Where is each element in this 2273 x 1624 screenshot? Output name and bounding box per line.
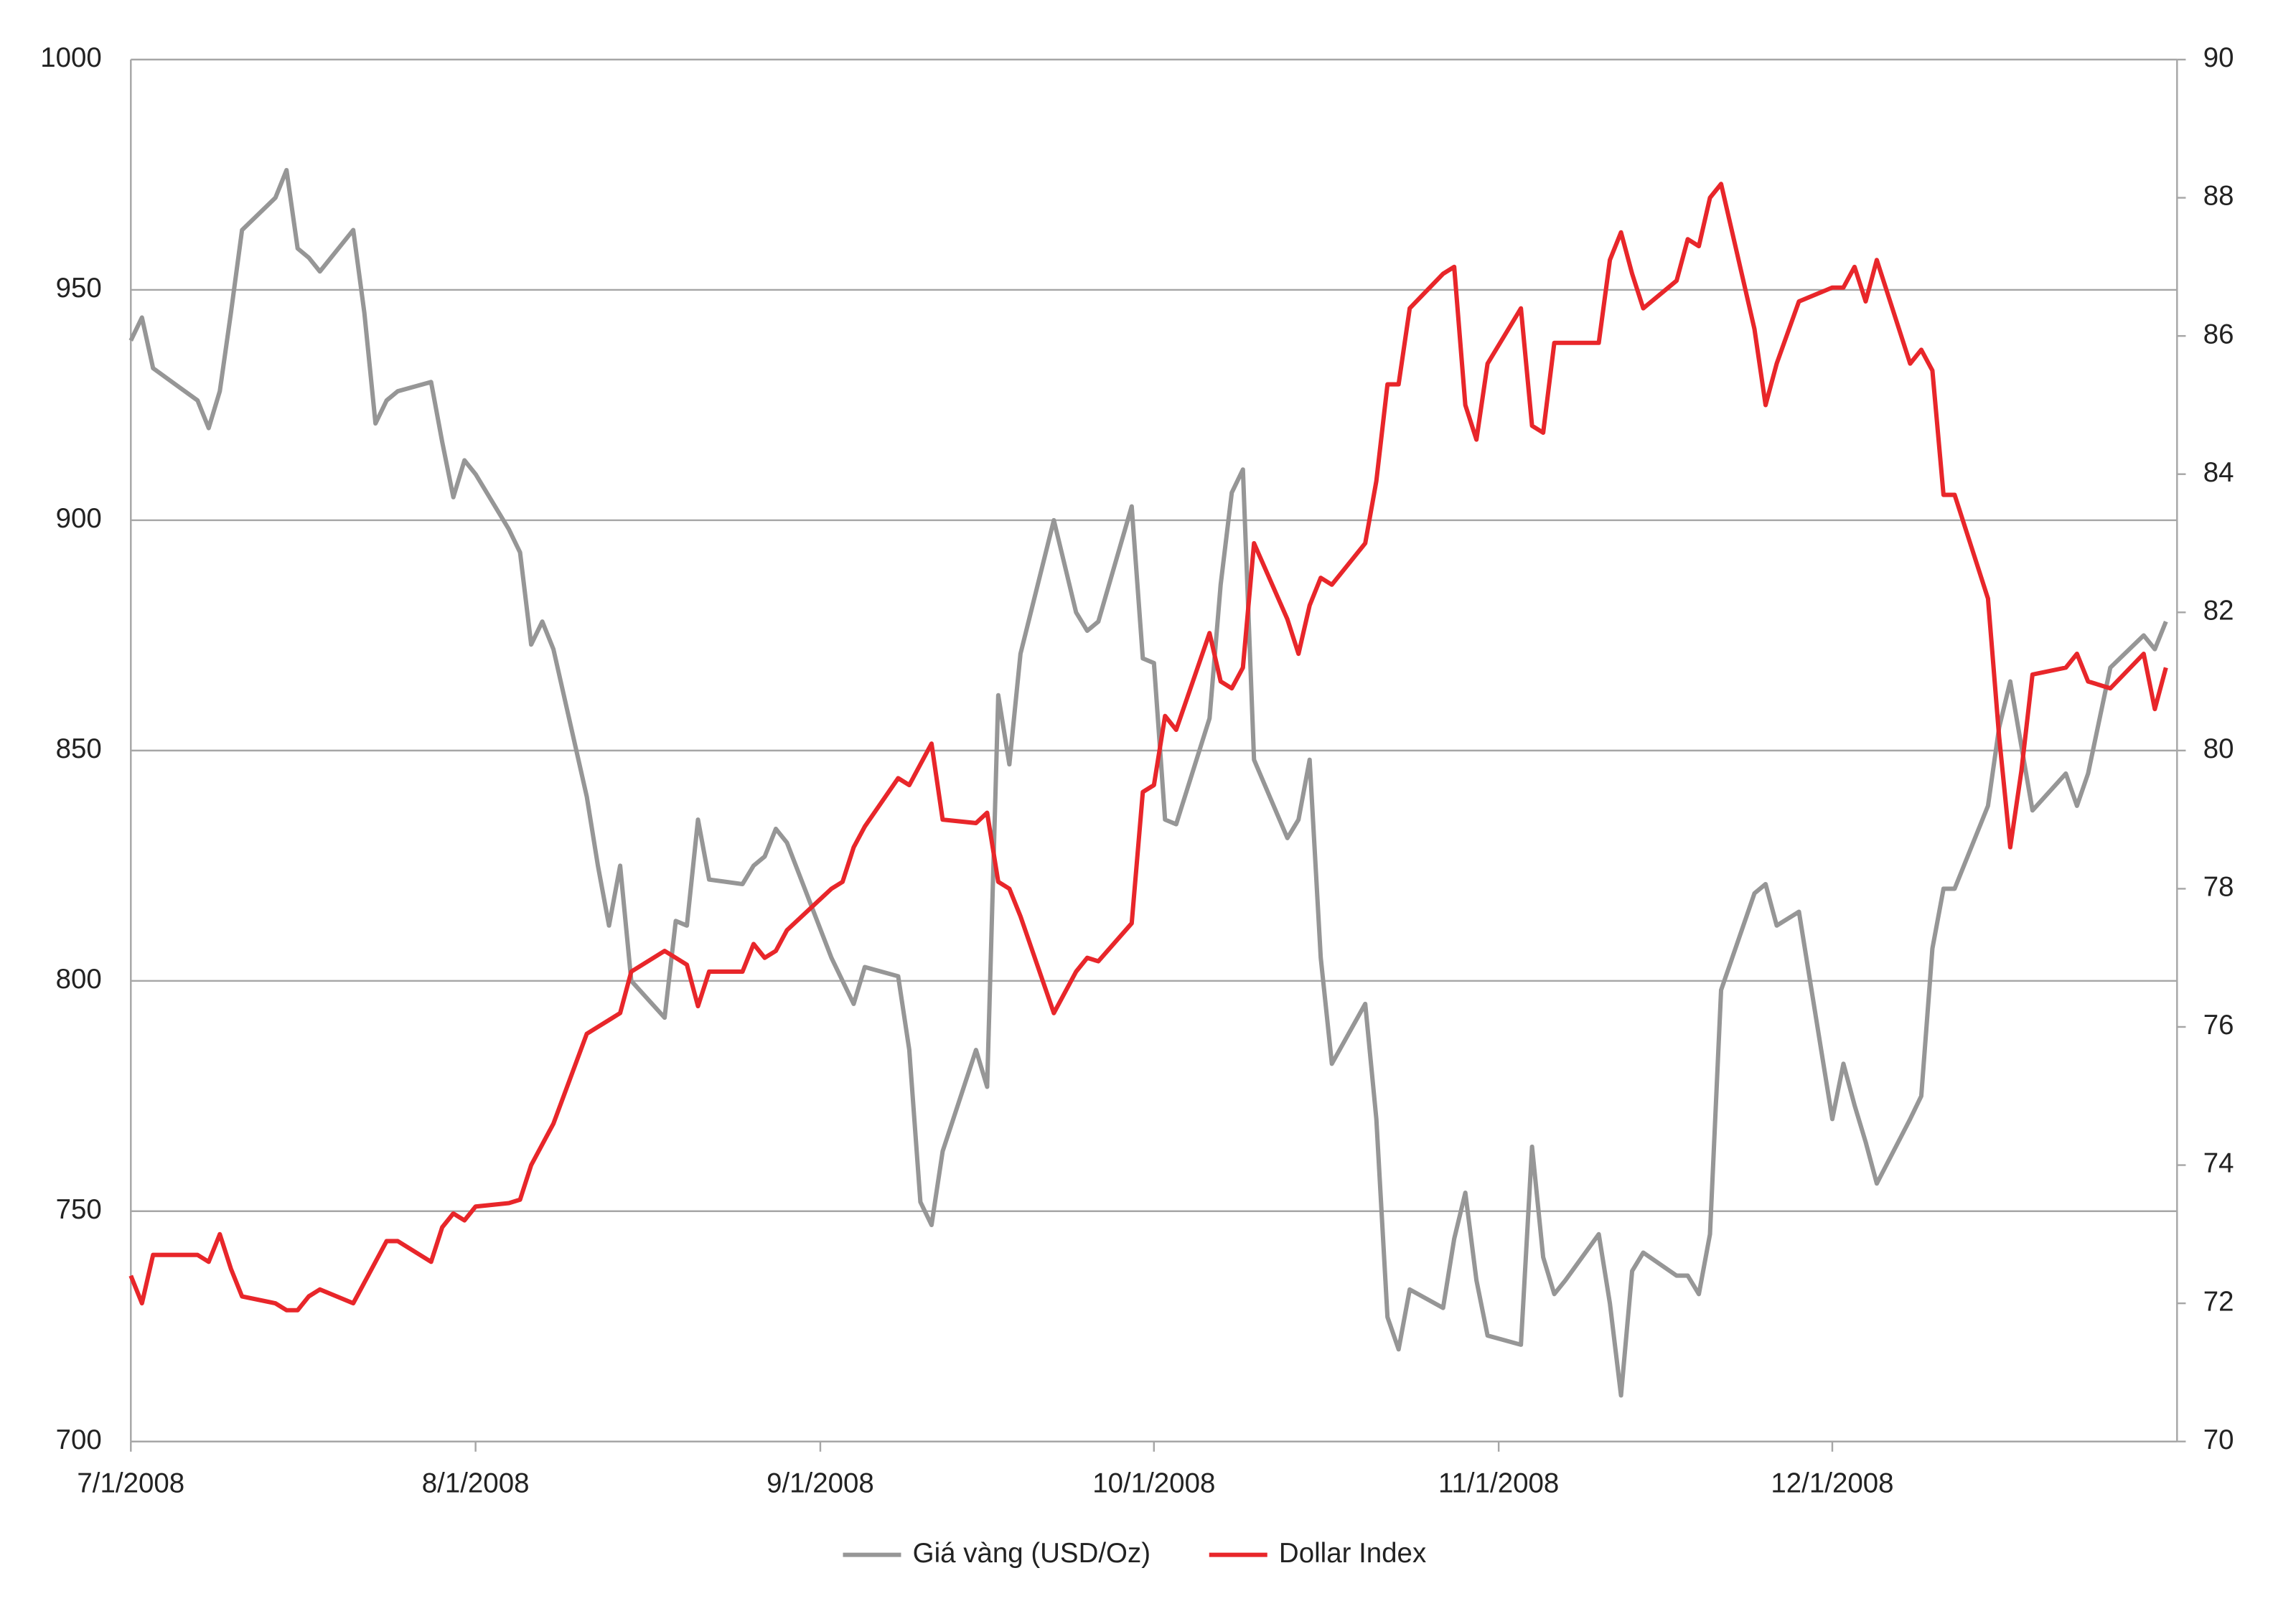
series-line bbox=[128, 168, 2168, 1398]
y2-tick-label: 90 bbox=[2203, 42, 2234, 73]
x-tick-label: 12/1/2008 bbox=[1771, 1468, 1893, 1499]
x-tick-label: 10/1/2008 bbox=[1092, 1468, 1215, 1499]
y2-tick-label: 86 bbox=[2203, 319, 2234, 349]
x-tick-label: 9/1/2008 bbox=[767, 1468, 874, 1499]
legend-label: Dollar Index bbox=[1279, 1538, 1426, 1569]
y-tick-label: 700 bbox=[56, 1424, 102, 1455]
y2-tick-label: 74 bbox=[2203, 1148, 2234, 1179]
legend-label: Giá vàng (USD/Oz) bbox=[913, 1538, 1150, 1569]
y2-tick-label: 82 bbox=[2203, 595, 2234, 626]
y2-tick-label: 70 bbox=[2203, 1424, 2234, 1455]
y2-tick-label: 78 bbox=[2203, 872, 2234, 903]
y-tick-label: 850 bbox=[56, 733, 102, 764]
series-line bbox=[128, 182, 2168, 1313]
x-tick-label: 8/1/2008 bbox=[422, 1468, 530, 1499]
y2-tick-label: 76 bbox=[2203, 1010, 2234, 1041]
x-tick-label: 7/1/2008 bbox=[77, 1468, 184, 1499]
x-tick-label: 11/1/2008 bbox=[1438, 1468, 1559, 1499]
y-tick-label: 950 bbox=[56, 273, 102, 304]
y2-tick-label: 88 bbox=[2203, 181, 2234, 212]
y-tick-label: 750 bbox=[56, 1194, 102, 1225]
y2-tick-label: 84 bbox=[2203, 457, 2234, 488]
y-tick-label: 800 bbox=[56, 964, 102, 995]
y-tick-label: 900 bbox=[56, 503, 102, 534]
y2-tick-label: 80 bbox=[2203, 733, 2234, 764]
y-tick-label: 1000 bbox=[40, 42, 102, 73]
y2-tick-label: 72 bbox=[2203, 1286, 2234, 1317]
